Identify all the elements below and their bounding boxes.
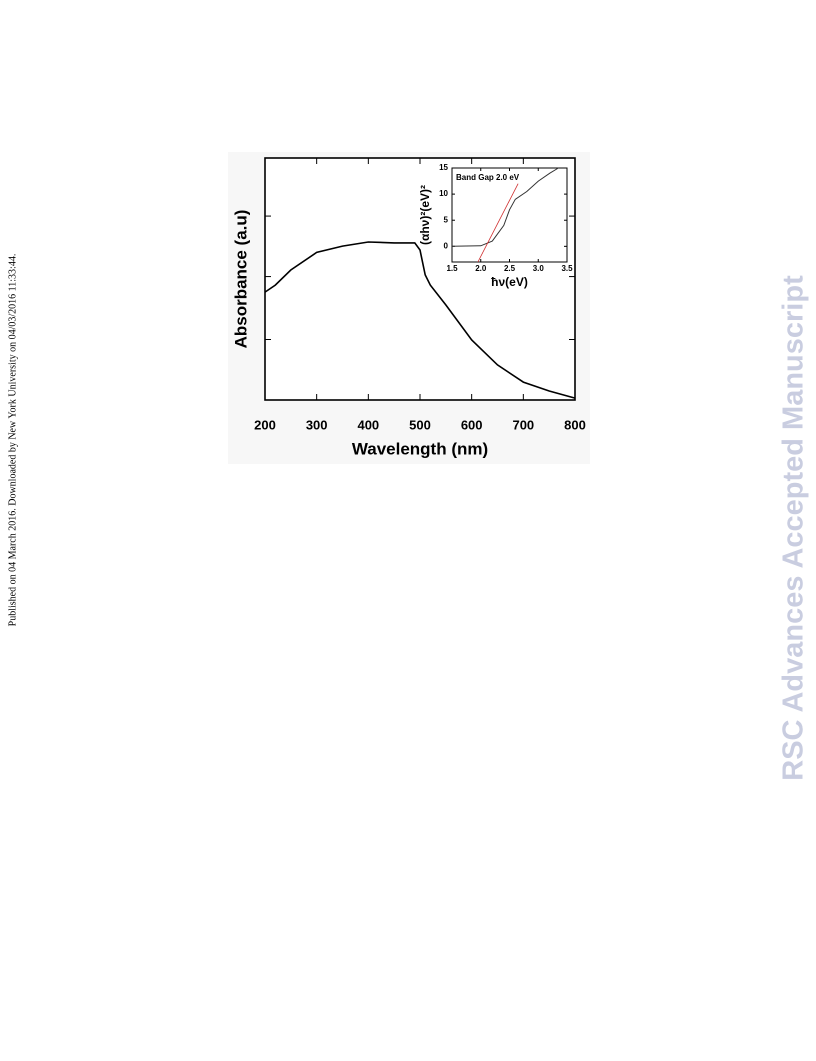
x-tick-label: 300 [306, 417, 328, 432]
y-tick-label: 10 [439, 189, 448, 198]
y-tick-label: 15 [439, 163, 448, 172]
x-tick-label: 1.5 [446, 264, 458, 273]
watermark: RSC Advances Accepted Manuscript [778, 275, 810, 781]
x-tick-label: 700 [512, 417, 534, 432]
x-tick-label: 800 [564, 417, 586, 432]
y-axis-label: Absorbance (a.u) [231, 210, 250, 349]
x-tick-label: 3.0 [533, 264, 545, 273]
x-tick-label: 200 [254, 417, 276, 432]
sidebar: Published on 04 March 2016. Downloaded b… [7, 254, 18, 627]
fit-line [477, 183, 519, 263]
data-line [264, 241, 576, 399]
x-tick-label: 3.5 [561, 264, 573, 273]
x-tick-label: 400 [357, 417, 379, 432]
x-tick-label: 500 [409, 417, 431, 432]
x-tick-label: 2.0 [475, 264, 487, 273]
x-tick-label: 2.5 [504, 264, 516, 273]
data-line [451, 167, 559, 247]
y-tick-label: 5 [444, 215, 449, 224]
y-axis-label: (αhν)²(eV)² [418, 185, 432, 245]
annotation: Band Gap 2.0 eV [456, 173, 520, 182]
x-axis-label: ħν(eV) [491, 275, 528, 289]
x-tick-label: 600 [461, 417, 483, 432]
y-tick-label: 0 [444, 241, 449, 250]
x-axis-label: Wavelength (nm) [352, 439, 488, 458]
